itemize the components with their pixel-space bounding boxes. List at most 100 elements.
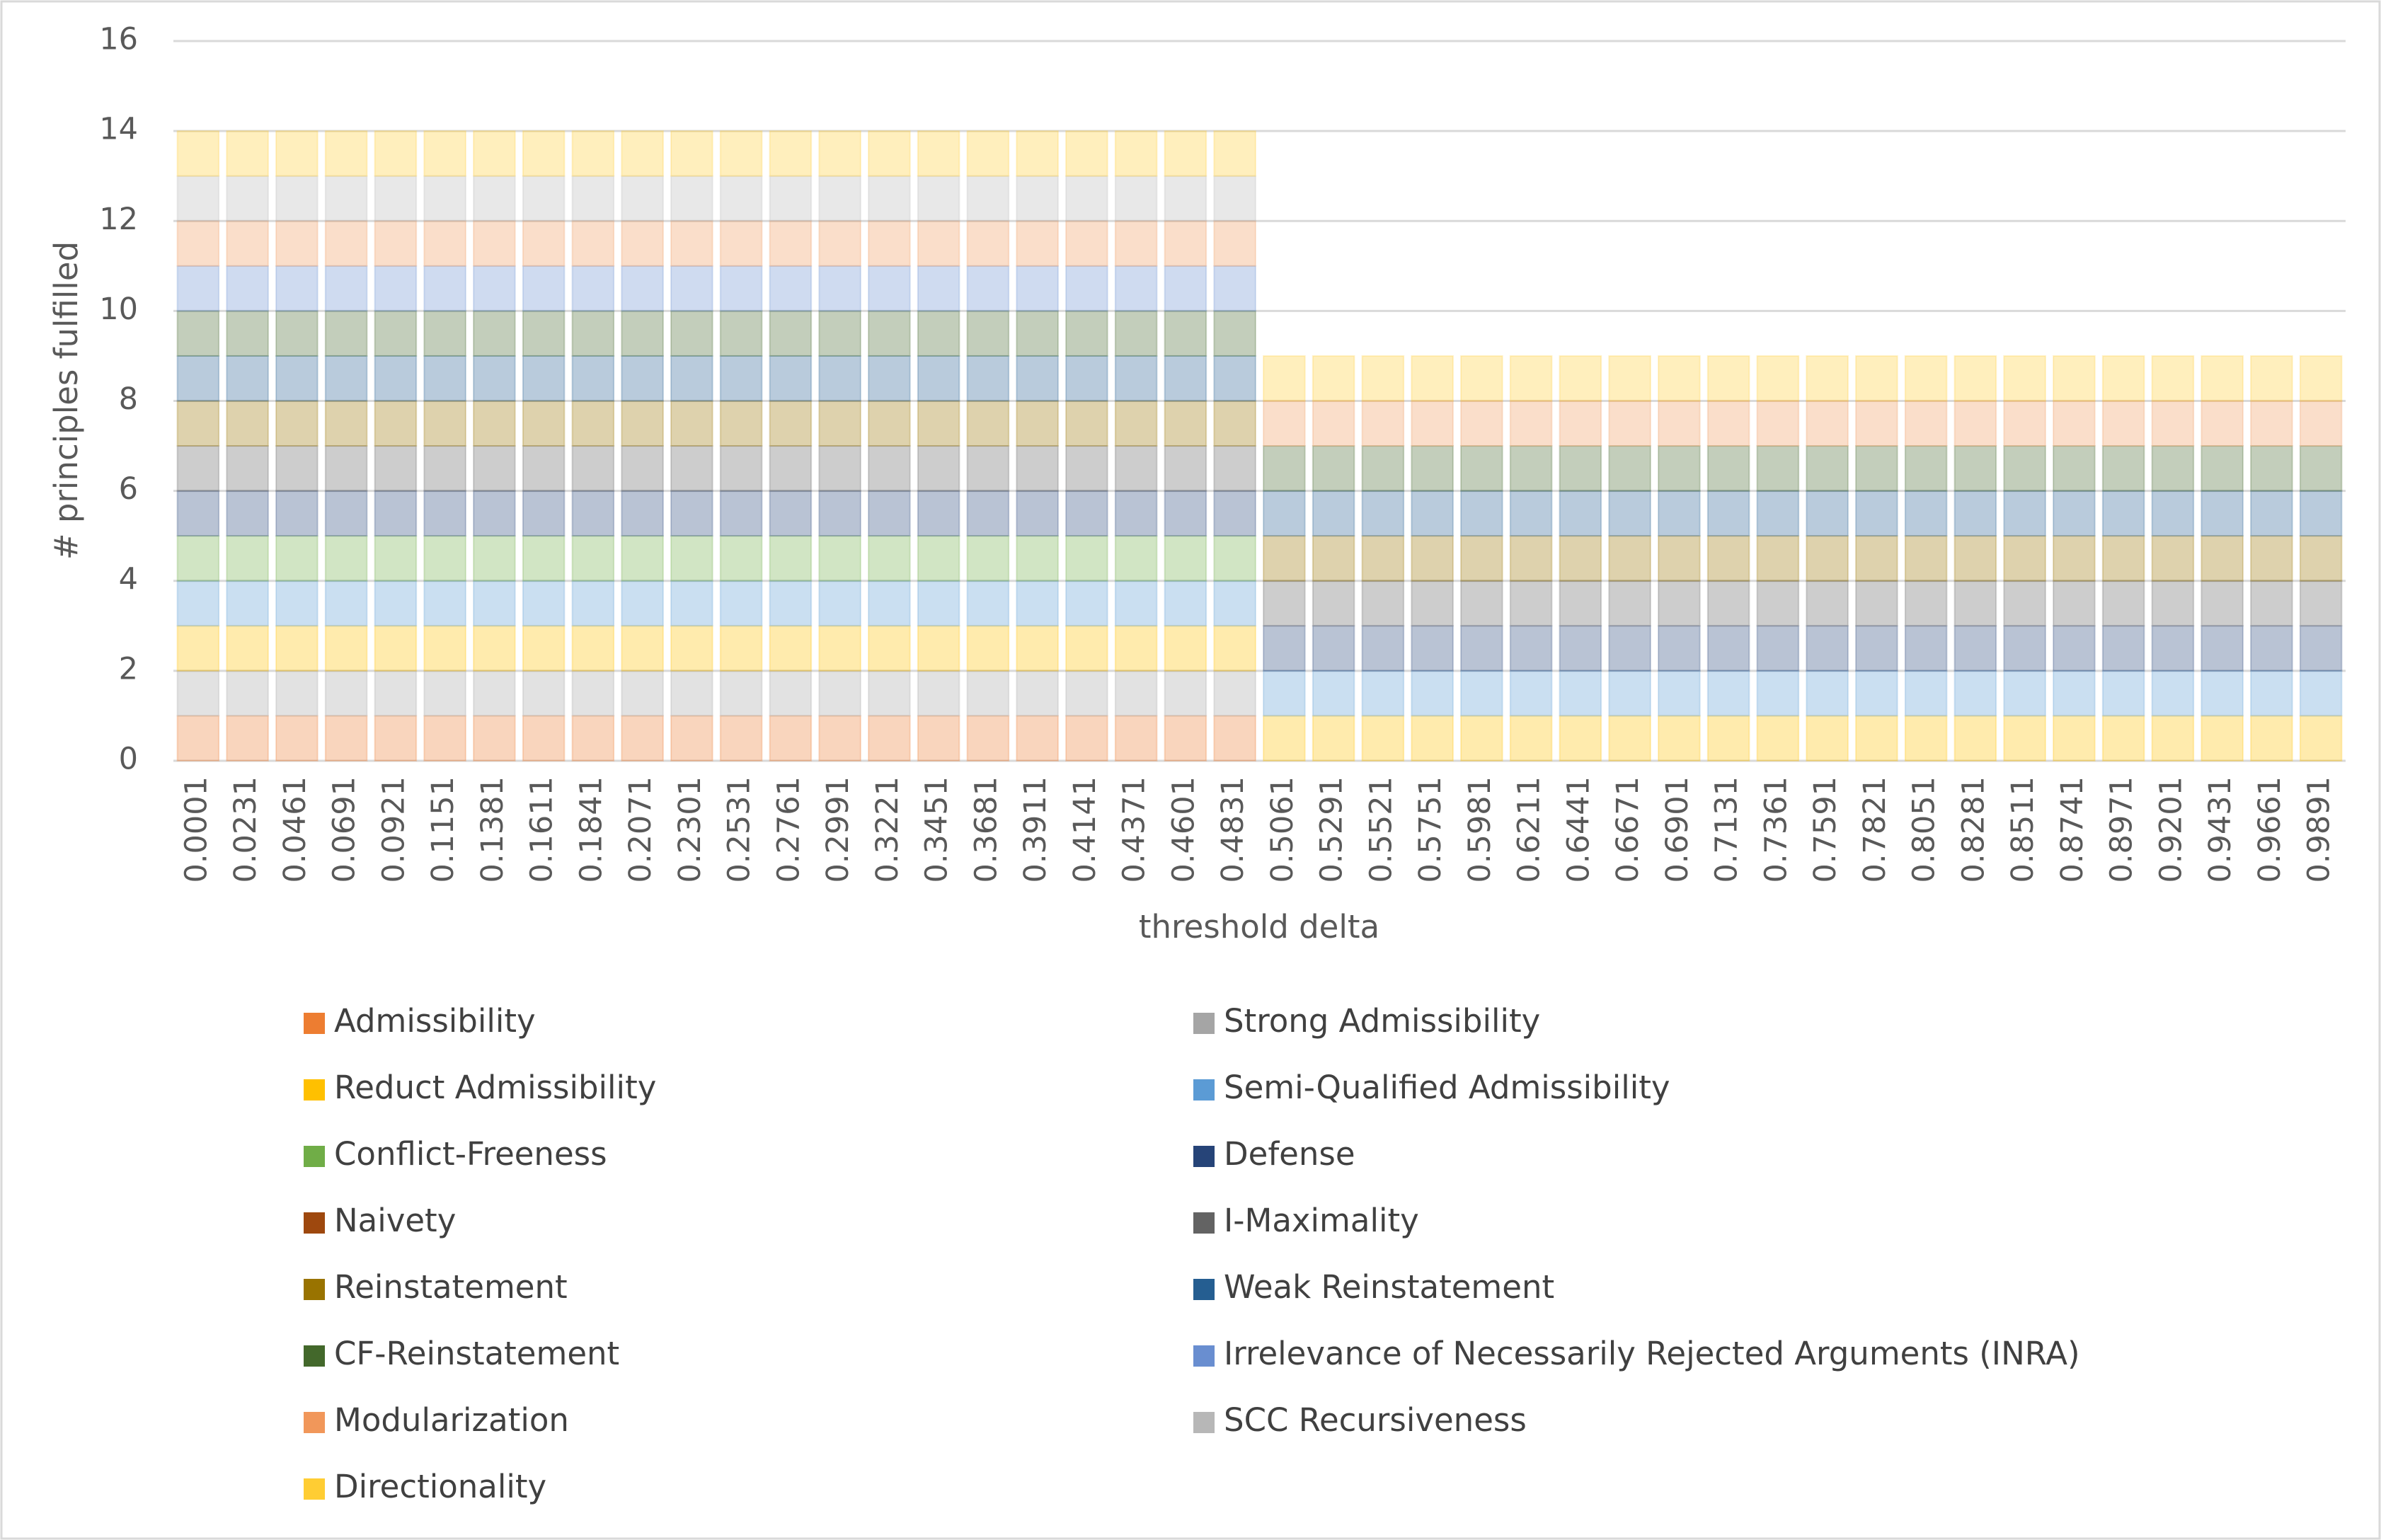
bar-segment [621, 310, 664, 357]
bar-segment [2201, 355, 2244, 402]
bar-segment [1658, 625, 1701, 672]
bar-segment [1706, 715, 1750, 762]
bar-segment [621, 220, 664, 267]
x-tick-label: 0.9891 [2302, 776, 2337, 883]
bar-segment [1411, 490, 1454, 537]
bar-segment [818, 670, 861, 717]
bar-segment [176, 535, 220, 582]
x-tick-label: 0.0231 [228, 776, 263, 883]
bar-segment [966, 310, 1010, 357]
bar-segment [818, 715, 861, 762]
bar-segment [1806, 535, 1849, 582]
bar-segment [1608, 670, 1651, 717]
bar-segment [670, 400, 713, 447]
bar-segment [1411, 535, 1454, 582]
legend-label: Naivety [334, 1202, 456, 1239]
bar-segment [1608, 715, 1651, 762]
bar-segment [1312, 445, 1355, 492]
x-tick-label: 0.3221 [870, 776, 905, 883]
bar-segment [2101, 580, 2145, 627]
bar-segment [1953, 490, 1997, 537]
bar-segment [1658, 535, 1701, 582]
bar-segment [1706, 580, 1750, 627]
x-tick-label: 0.2531 [722, 776, 757, 883]
bar-segment [1559, 580, 1602, 627]
bar-segment [966, 175, 1010, 222]
bar-segment [1312, 490, 1355, 537]
bar-segment [1953, 445, 1997, 492]
bar-segment [1509, 445, 1553, 492]
bar-segment [1361, 490, 1405, 537]
bar-segment [621, 265, 664, 312]
bar-segment [1016, 445, 1059, 492]
bar-segment [719, 535, 763, 582]
bar-segment [2201, 445, 2244, 492]
x-tick-label: 0.0691 [327, 776, 362, 883]
bar-segment [226, 400, 269, 447]
bar-segment [176, 130, 220, 177]
bar-segment [2250, 355, 2293, 402]
bar-segment [374, 130, 418, 177]
bar-segment [621, 400, 664, 447]
bar-segment [868, 490, 911, 537]
bar-segment [1855, 445, 1898, 492]
bar-segment [374, 490, 418, 537]
x-tick-label: 0.3681 [968, 776, 1004, 883]
x-tick-label: 0.6211 [1512, 776, 1547, 883]
y-tick-label: 0 [119, 742, 138, 777]
bar-segment [1263, 625, 1306, 672]
bar-segment [2003, 625, 2046, 672]
legend-swatch [1193, 1279, 1215, 1300]
bar-segment [1559, 490, 1602, 537]
x-tick-label: 0.9661 [2252, 776, 2288, 883]
bar-segment [1114, 490, 1158, 537]
bar-segment [1164, 490, 1207, 537]
bar-segment [2250, 715, 2293, 762]
bar-segment [1361, 400, 1405, 447]
bar-segment [1164, 670, 1207, 717]
bar-segment [1509, 625, 1553, 672]
bar-segment [1016, 355, 1059, 402]
bar-segment [1706, 490, 1750, 537]
bar-segment [868, 175, 911, 222]
x-tick-label: 0.8741 [2055, 776, 2090, 883]
bar-segment [473, 670, 516, 717]
bar-segment [1312, 580, 1355, 627]
x-tick-label: 0.3451 [919, 776, 955, 883]
bar-segment [868, 625, 911, 672]
bar-segment [1213, 535, 1256, 582]
bar-segment [1016, 580, 1059, 627]
bar-segment [2053, 355, 2096, 402]
bar-segment [473, 445, 516, 492]
bar-segment [1065, 535, 1108, 582]
legend-swatch [304, 1478, 325, 1500]
bar-segment [966, 670, 1010, 717]
bar-segment [1855, 580, 1898, 627]
bar-segment [571, 670, 615, 717]
bar-segment [917, 310, 960, 357]
bar-segment [2250, 535, 2293, 582]
bar-segment [423, 535, 466, 582]
bar-segment [1460, 580, 1503, 627]
bar-segment [324, 535, 368, 582]
bar-segment [1213, 355, 1256, 402]
bar-segment [670, 490, 713, 537]
legend-label: Irrelevance of Necessarily Rejected Argu… [1224, 1335, 2080, 1372]
x-tick-label: 0.4601 [1166, 776, 1201, 883]
x-tick-label: 0.8051 [1907, 776, 1942, 883]
bar-segment [966, 265, 1010, 312]
bar-segment [374, 715, 418, 762]
bar-segment [522, 670, 566, 717]
bar-segment [275, 400, 319, 447]
bar-segment [522, 355, 566, 402]
bar-segment [1114, 535, 1158, 582]
x-tick-label: 0.1841 [573, 776, 609, 883]
bar-segment [1509, 580, 1553, 627]
bar-segment [1460, 715, 1503, 762]
bar-segment [1559, 625, 1602, 672]
bar-segment [226, 580, 269, 627]
bar-segment [226, 535, 269, 582]
bar-segment [2101, 715, 2145, 762]
bar-segment [374, 535, 418, 582]
